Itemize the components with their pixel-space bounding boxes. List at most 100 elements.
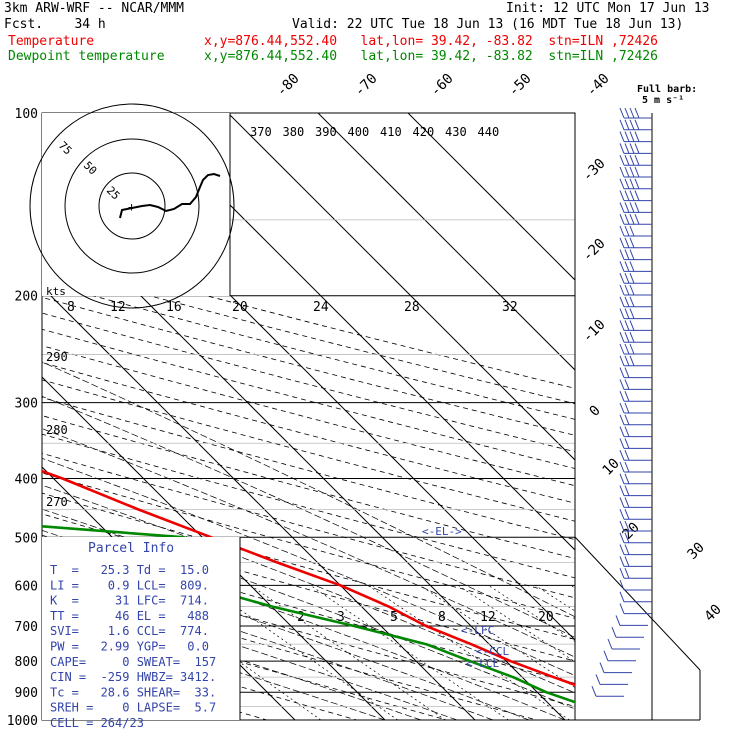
wind-barb-feather (624, 544, 630, 555)
dewpoint-info: x,y=876.44,552.40 lat,lon= 39.42, -83.82… (204, 49, 658, 64)
wind-barb-feather (599, 662, 605, 673)
wind-barb (619, 249, 652, 261)
wind-barb (619, 155, 652, 166)
wind-barb-feather (619, 414, 625, 425)
pressure-label: 900 (15, 686, 38, 701)
parcel-row: SVI= 1.6 CCL= 774. (50, 624, 209, 638)
isotherm-right-label: -10 (580, 317, 609, 346)
wind-barb-feather (607, 638, 613, 650)
temperature-label: Temperature (8, 34, 95, 49)
parcel-row: CELL = 264/23 (50, 716, 144, 730)
isotherm-right-label: 40 (702, 602, 725, 625)
wind-barb (619, 273, 652, 284)
isotherm-top-label: -70 (352, 71, 381, 100)
mixing-ratio-lower-label: 2 (297, 610, 305, 625)
wind-barb-feather (634, 107, 640, 119)
parcel-title: Parcel Info (88, 541, 174, 556)
wind-barb-feather (619, 320, 625, 331)
wind-barb (619, 532, 652, 544)
lcl-marker: <-LCL (466, 657, 499, 670)
wind-barb-feather (624, 249, 630, 260)
moist-adiabat-line (42, 395, 575, 638)
wind-barbs: Full barb:5 m s⁻¹ (591, 84, 697, 697)
parcel-info-box: Parcel Info T = 25.3 Td = 15.0LI = 0.9 LC… (42, 537, 241, 730)
barb-legend-line2: 5 m s⁻¹ (642, 95, 684, 106)
wind-barb (591, 686, 624, 697)
wind-barb-feather (624, 143, 630, 154)
wind-barb-feather (629, 261, 635, 272)
dry-adiabat-line (42, 627, 359, 720)
hodograph-ring (64, 138, 200, 274)
wind-barb (619, 591, 652, 603)
wind-barb-feather (634, 155, 640, 166)
wind-barb (619, 119, 652, 131)
moist-adiabat-line (42, 484, 575, 694)
wind-barb-feather (619, 473, 625, 484)
wind-barb-feather (619, 544, 625, 555)
wind-barb-feather (619, 225, 625, 237)
theta-label: 370 (250, 125, 272, 139)
pressure-label: 300 (15, 397, 38, 412)
dewpoint-line (42, 525, 575, 704)
isotherm-line (317, 113, 575, 371)
wind-barb-feather (619, 391, 625, 402)
wind-barb-feather (624, 261, 630, 272)
el-marker: <-EL-> (422, 525, 462, 538)
wind-barb-feather (619, 379, 625, 390)
wind-barb (599, 662, 632, 674)
wind-barb-feather (619, 355, 625, 366)
parcel-row: K = 31 LFC= 714. (50, 594, 209, 608)
wind-barb-feather (619, 343, 625, 355)
wind-barb-feather (619, 461, 625, 473)
wind-barb-feather (624, 461, 630, 473)
wind-barb-feather (634, 143, 640, 154)
wind-barb (619, 261, 652, 272)
wind-barb-feather (624, 367, 630, 378)
wind-barb-feather (624, 391, 630, 402)
wind-barb-feather (624, 225, 630, 237)
wind-barb-feather (624, 497, 630, 508)
hodograph-trace (119, 172, 221, 219)
wind-barb-feather (619, 579, 625, 591)
theta-label: 400 (348, 125, 370, 139)
wind-barb (619, 296, 652, 308)
dry-adiabat-line (42, 452, 575, 599)
wind-barb-feather (624, 532, 630, 543)
wind-barb-feather (624, 473, 630, 484)
wind-barb (619, 332, 652, 343)
parcel-markers: <-EL-> <-LFC <-CCL<-LCL (422, 525, 509, 670)
model-title: 3km ARW-WRF -- NCAR/MMM (4, 1, 185, 16)
wind-barb (619, 190, 652, 202)
mixing-ratio-line (367, 585, 570, 720)
mixing-ratio-upper-label: 32 (502, 300, 518, 315)
wind-barb-feather (619, 190, 625, 201)
plot-border (41, 112, 576, 721)
wind-barb-feather (619, 332, 625, 343)
parcel-row: TT = 46 EL = 488 (50, 609, 209, 623)
parcel-row: LI = 0.9 LCL= 809. (50, 578, 209, 592)
wind-barb (619, 450, 652, 461)
wind-barb (619, 225, 652, 237)
moist-adiabat-line (42, 609, 386, 720)
wind-barb-feather (629, 131, 635, 142)
isotherm-right-label: -20 (580, 236, 609, 265)
wind-barb-feather (619, 520, 625, 532)
wind-barb-feather (619, 261, 625, 272)
sounding-profiles (42, 469, 575, 704)
wind-barb-feather (629, 320, 635, 331)
wind-barb-feather (624, 202, 630, 213)
dry-adiabat-line (42, 312, 575, 453)
isotherm-right-label: 30 (685, 540, 708, 563)
wind-barb-feather (619, 450, 625, 461)
wind-barb (619, 143, 652, 154)
wind-barb-feather (611, 627, 617, 638)
wind-barb-feather (629, 190, 635, 201)
init-time: Init: 12 UTC Mon 17 Jun 13 (506, 1, 710, 16)
isotherm-right-label: -30 (580, 156, 609, 185)
wind-barb (619, 355, 652, 367)
wind-barb-feather (629, 155, 635, 166)
hodograph-ring (29, 103, 235, 309)
wind-barb-feather (624, 190, 630, 201)
wind-barb (619, 343, 652, 355)
pressure-label: 400 (15, 472, 38, 487)
